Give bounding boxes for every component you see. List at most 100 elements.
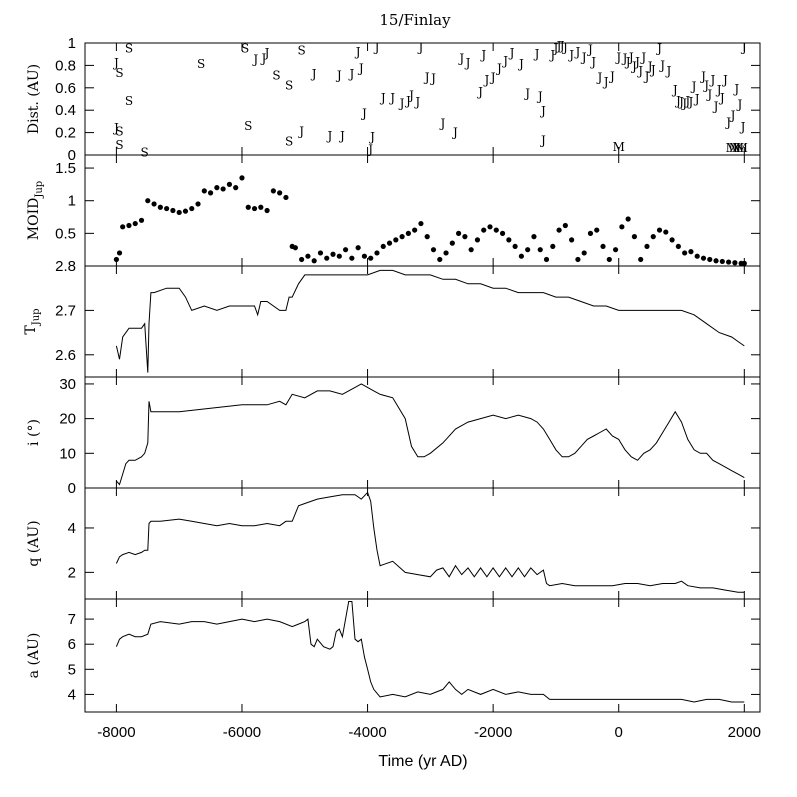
- encounter-marker: S: [125, 94, 133, 108]
- data-point: [355, 245, 361, 251]
- encounter-marker: S: [125, 41, 133, 55]
- y-tick-label: 30: [59, 376, 76, 393]
- data-point: [157, 204, 163, 210]
- data-point: [741, 260, 747, 266]
- encounter-marker: J: [655, 41, 662, 55]
- data-point: [189, 205, 195, 212]
- data-point: [145, 198, 151, 204]
- y-axis-label: TJup: [23, 308, 42, 334]
- data-point: [600, 243, 606, 250]
- y-axis-label: MOIDJup: [26, 181, 45, 240]
- data-point: [368, 255, 374, 261]
- encounter-marker: S: [285, 78, 293, 92]
- encounter-marker: J: [451, 125, 458, 139]
- data-point: [405, 230, 411, 236]
- encounter-marker: J: [715, 83, 722, 97]
- data-point: [682, 250, 688, 256]
- encounter-marker: J: [643, 69, 650, 83]
- encounter-marker: J: [674, 94, 681, 108]
- encounter-marker: J: [705, 87, 712, 101]
- data-point: [656, 227, 663, 233]
- data-point: [732, 260, 738, 266]
- encounter-marker: S: [298, 44, 306, 58]
- data-point: [283, 194, 289, 201]
- encounter-marker: J: [649, 63, 656, 77]
- encounter-marker: J: [718, 91, 725, 105]
- data-point: [506, 237, 512, 243]
- encounter-marker: J: [740, 40, 747, 54]
- y-tick-label: 2.7: [55, 302, 76, 319]
- encounter-marker: J: [639, 50, 646, 64]
- encounter-marker: J: [683, 94, 690, 108]
- data-point: [182, 208, 189, 214]
- encounter-marker: J: [646, 59, 653, 73]
- data-point: [393, 237, 399, 243]
- data-point: [688, 249, 694, 255]
- data-point: [220, 186, 226, 192]
- series-line: [115, 491, 745, 593]
- data-point: [201, 188, 207, 194]
- data-point: [176, 209, 182, 216]
- data-point: [251, 205, 258, 212]
- encounter-marker: J: [379, 91, 386, 105]
- y-tick-label: 0.8: [55, 57, 76, 74]
- encounter-marker: J: [413, 95, 420, 109]
- data-point: [468, 247, 474, 253]
- panel-q: 2 4 q (AU): [26, 487, 761, 600]
- x-tick-label: -6000: [223, 724, 261, 741]
- data-point: [116, 250, 123, 256]
- data-point: [330, 251, 336, 257]
- data-point: [449, 240, 455, 246]
- encounter-marker: J: [624, 55, 631, 69]
- data-point: [277, 190, 283, 196]
- data-point: [531, 234, 537, 240]
- encounter-marker: J: [407, 89, 414, 103]
- data-point: [132, 220, 138, 227]
- series-line: [116, 383, 745, 486]
- data-point: [700, 255, 707, 261]
- chart-title: 15/Finlay: [379, 11, 451, 29]
- encounter-marker: J: [423, 71, 430, 85]
- encounter-marker: J: [658, 58, 665, 72]
- encounter-marker: J: [687, 95, 694, 109]
- y-axis-label: q (AU): [26, 520, 42, 566]
- encounter-marker: J: [464, 56, 471, 70]
- data-point: [292, 245, 298, 251]
- encounter-marker: J: [724, 115, 731, 129]
- encounter-marker: J: [501, 54, 508, 68]
- y-tick-label: 4: [68, 520, 76, 537]
- encounter-marker: J: [354, 45, 361, 59]
- data-point: [726, 259, 732, 265]
- data-point: [418, 220, 424, 227]
- encounter-marker: S: [241, 41, 249, 55]
- encounter-marker: J: [574, 45, 581, 59]
- data-point: [195, 201, 201, 207]
- y-tick-label: 2.8: [55, 258, 76, 275]
- data-point: [694, 253, 700, 259]
- encounter-marker: M: [613, 140, 625, 154]
- encounter-marker: J: [338, 129, 345, 143]
- data-point: [537, 247, 543, 253]
- y-tick-label: 4: [68, 686, 76, 703]
- series-line: [115, 601, 745, 703]
- x-tick-label: -2000: [474, 724, 512, 741]
- data-point: [361, 253, 368, 259]
- y-tick-label: 1.5: [55, 160, 76, 177]
- encounter-marker: J: [398, 96, 405, 110]
- encounter-marker: J: [297, 124, 304, 138]
- data-point: [374, 250, 380, 256]
- encounter-marker: M: [729, 141, 741, 155]
- y-axis-label: i (°): [26, 419, 42, 446]
- data-point: [550, 243, 556, 250]
- data-point: [207, 190, 214, 196]
- encounter-marker: J: [636, 64, 643, 78]
- data-point: [226, 181, 233, 187]
- data-point: [233, 185, 239, 191]
- encounter-marker: S: [115, 66, 123, 80]
- encounter-marker: J: [536, 90, 543, 104]
- y-axis-label: a (AU): [26, 633, 42, 679]
- panel-tjup: 2.6 2.7 2.8 TJup: [23, 258, 761, 378]
- encounter-marker: J: [368, 130, 375, 144]
- encounter-marker: J: [677, 95, 684, 109]
